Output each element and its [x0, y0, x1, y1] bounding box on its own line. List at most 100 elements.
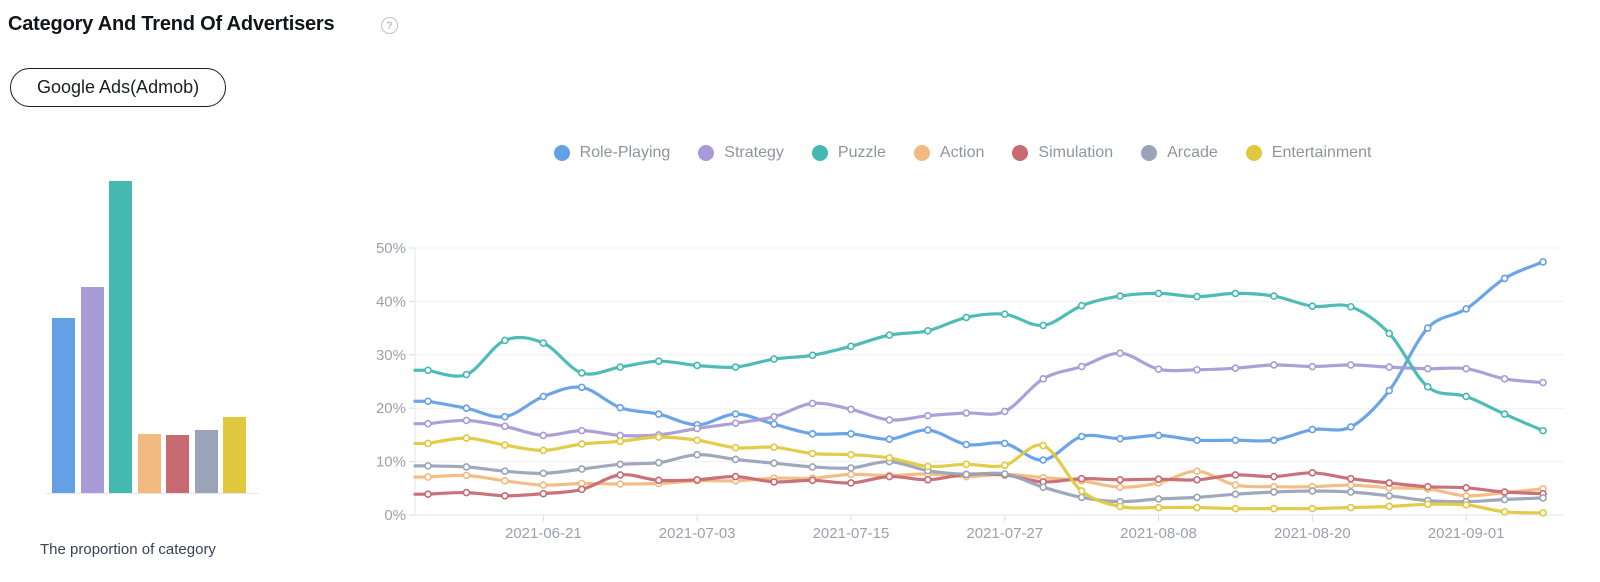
data-point-marker: [885, 416, 894, 424]
bar-simulation[interactable]: [166, 435, 189, 493]
data-point-marker: [1116, 292, 1124, 300]
data-point-marker: [1039, 483, 1048, 492]
data-point-marker: [1116, 475, 1124, 484]
data-point-marker: [847, 479, 855, 487]
data-point-marker: [962, 313, 971, 322]
data-point-marker: [1231, 490, 1240, 498]
legend-item-strategy[interactable]: Strategy: [698, 144, 784, 162]
data-point-marker: [1423, 383, 1432, 391]
data-point-marker: [1270, 292, 1278, 300]
legend-dot: [1245, 145, 1262, 161]
data-point-marker: [654, 458, 663, 467]
data-point-marker: [1385, 502, 1394, 511]
legend-item-puzzle[interactable]: Puzzle: [811, 144, 886, 162]
data-point-marker: [847, 405, 855, 414]
data-point-marker: [1077, 301, 1086, 310]
y-axis-label: 10%: [376, 454, 406, 471]
data-point-marker: [424, 490, 432, 498]
data-point-marker: [1385, 329, 1394, 338]
data-point-marker: [1308, 487, 1317, 495]
data-point-marker: [1462, 392, 1470, 401]
data-point-marker: [1308, 425, 1317, 434]
data-point-marker: [654, 433, 663, 441]
data-point-marker: [1270, 436, 1278, 445]
legend-item-simulation[interactable]: Simulation: [1012, 144, 1113, 162]
data-point-marker: [539, 339, 548, 347]
network-filter-pill[interactable]: Google Ads(Admob): [10, 68, 227, 107]
data-point-marker: [1308, 469, 1317, 477]
data-point-marker: [424, 419, 432, 428]
y-axis-label: 50%: [376, 240, 406, 257]
data-point-marker: [924, 411, 932, 420]
x-axis-label: 2021-06-21: [505, 525, 582, 542]
data-point-marker: [1000, 470, 1009, 478]
data-point-marker: [1193, 475, 1201, 484]
data-point-marker: [501, 422, 509, 431]
data-point-marker: [1231, 289, 1240, 298]
data-point-marker: [1462, 305, 1470, 313]
x-axis-label: 2021-07-03: [659, 525, 736, 542]
x-axis-label: 2021-07-15: [813, 525, 890, 542]
data-point-marker: [1500, 507, 1509, 516]
bar-role-playing[interactable]: [52, 318, 75, 493]
data-point-marker: [731, 455, 740, 464]
data-point-marker: [885, 472, 894, 481]
legend-item-role-playing[interactable]: Role-Playing: [553, 144, 670, 162]
data-point-marker: [1346, 423, 1355, 431]
data-point-marker: [616, 363, 625, 371]
data-point-marker: [1346, 488, 1355, 496]
data-point-marker: [1539, 426, 1547, 435]
data-point-marker: [578, 465, 586, 473]
legend-dot: [1012, 145, 1029, 161]
data-point-marker: [770, 459, 778, 468]
advertiser-trend-chart[interactable]: 0% 10% 20% 30% 40% 50% 2021-06-21 2021-07-03 202…: [340, 228, 1585, 558]
data-point-marker: [1231, 364, 1240, 372]
data-point-marker: [424, 439, 432, 448]
data-point-marker: [501, 477, 509, 485]
data-point-marker: [539, 489, 548, 498]
data-point-marker: [1270, 361, 1278, 369]
series-line-role-playing: [413, 260, 1545, 462]
data-point-marker: [1154, 495, 1163, 503]
data-point-marker: [1500, 410, 1509, 418]
data-point-marker: [424, 462, 432, 470]
data-point-marker: [808, 449, 817, 458]
data-point-marker: [1423, 324, 1432, 332]
data-point-marker: [539, 431, 548, 440]
data-point-marker: [1231, 481, 1240, 489]
data-point-marker: [578, 383, 586, 392]
bar-arcade[interactable]: [194, 430, 218, 493]
data-point-marker: [885, 435, 894, 443]
data-point-marker: [1116, 502, 1124, 511]
help-icon[interactable]: ?: [381, 17, 398, 34]
data-point-marker: [654, 476, 663, 485]
category-proportion-bar-chart: [52, 180, 246, 493]
data-point-marker: [924, 326, 932, 335]
data-point-marker: [1270, 488, 1278, 496]
data-point-marker: [1539, 378, 1547, 387]
bar-puzzle[interactable]: [109, 181, 132, 493]
legend-item-action[interactable]: Action: [913, 144, 984, 162]
bar-strategy[interactable]: [80, 286, 104, 493]
data-point-marker: [1077, 474, 1086, 483]
legend-item-entertainment[interactable]: Entertainment: [1245, 144, 1371, 162]
data-point-marker: [693, 424, 701, 433]
bar-action[interactable]: [137, 434, 161, 493]
data-point-marker: [501, 336, 509, 345]
legend-label: Strategy: [724, 144, 784, 161]
data-point-marker: [847, 450, 855, 459]
data-point-marker: [1039, 456, 1048, 464]
data-point-marker: [1346, 474, 1355, 483]
data-point-marker: [1385, 363, 1394, 371]
data-point-marker: [1193, 292, 1201, 301]
data-point-marker: [847, 430, 855, 438]
data-point-marker: [693, 475, 701, 484]
bar-entertainment[interactable]: [223, 417, 246, 493]
legend-label: Arcade: [1167, 144, 1218, 161]
legend-item-arcade[interactable]: Arcade: [1141, 144, 1218, 162]
data-point-marker: [1231, 436, 1240, 445]
y-axis-label: 30%: [376, 347, 406, 364]
data-point-marker: [1154, 289, 1163, 298]
data-point-marker: [1539, 509, 1547, 517]
